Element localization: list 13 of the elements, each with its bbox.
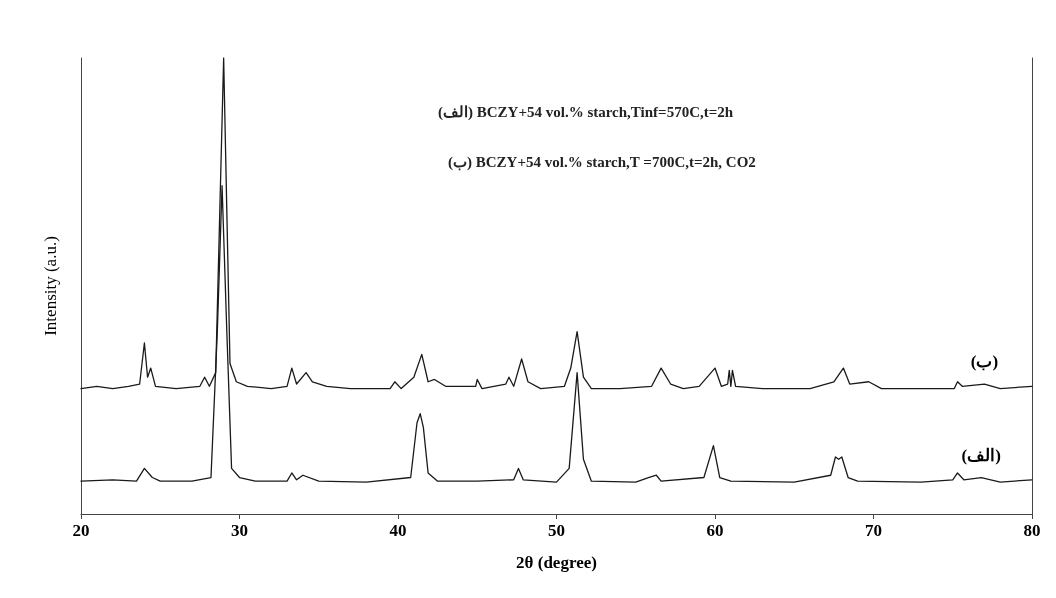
x-tick-label: 70 xyxy=(865,521,882,540)
annotation: (الف) BCZY+54 vol.% starch,Tinf=570C,t=2h xyxy=(438,103,734,121)
x-axis-title: 2θ (degree) xyxy=(516,553,597,572)
series-label: (الف) xyxy=(961,445,1001,465)
x-tick-label: 60 xyxy=(706,521,724,540)
x-tick-label: 20 xyxy=(72,521,90,540)
x-tick-label: 50 xyxy=(548,521,565,540)
x-tick-label: 30 xyxy=(231,521,248,540)
x-tick-label: 80 xyxy=(1023,521,1041,540)
annotation: (ب) BCZY+54 vol.% starch,T =700C,t=2h, CO2 xyxy=(448,153,756,171)
y-axis-title: Intensity (a.u.) xyxy=(41,236,60,336)
x-tick-label: 40 xyxy=(389,521,407,540)
series-label: (ب) xyxy=(970,352,999,372)
